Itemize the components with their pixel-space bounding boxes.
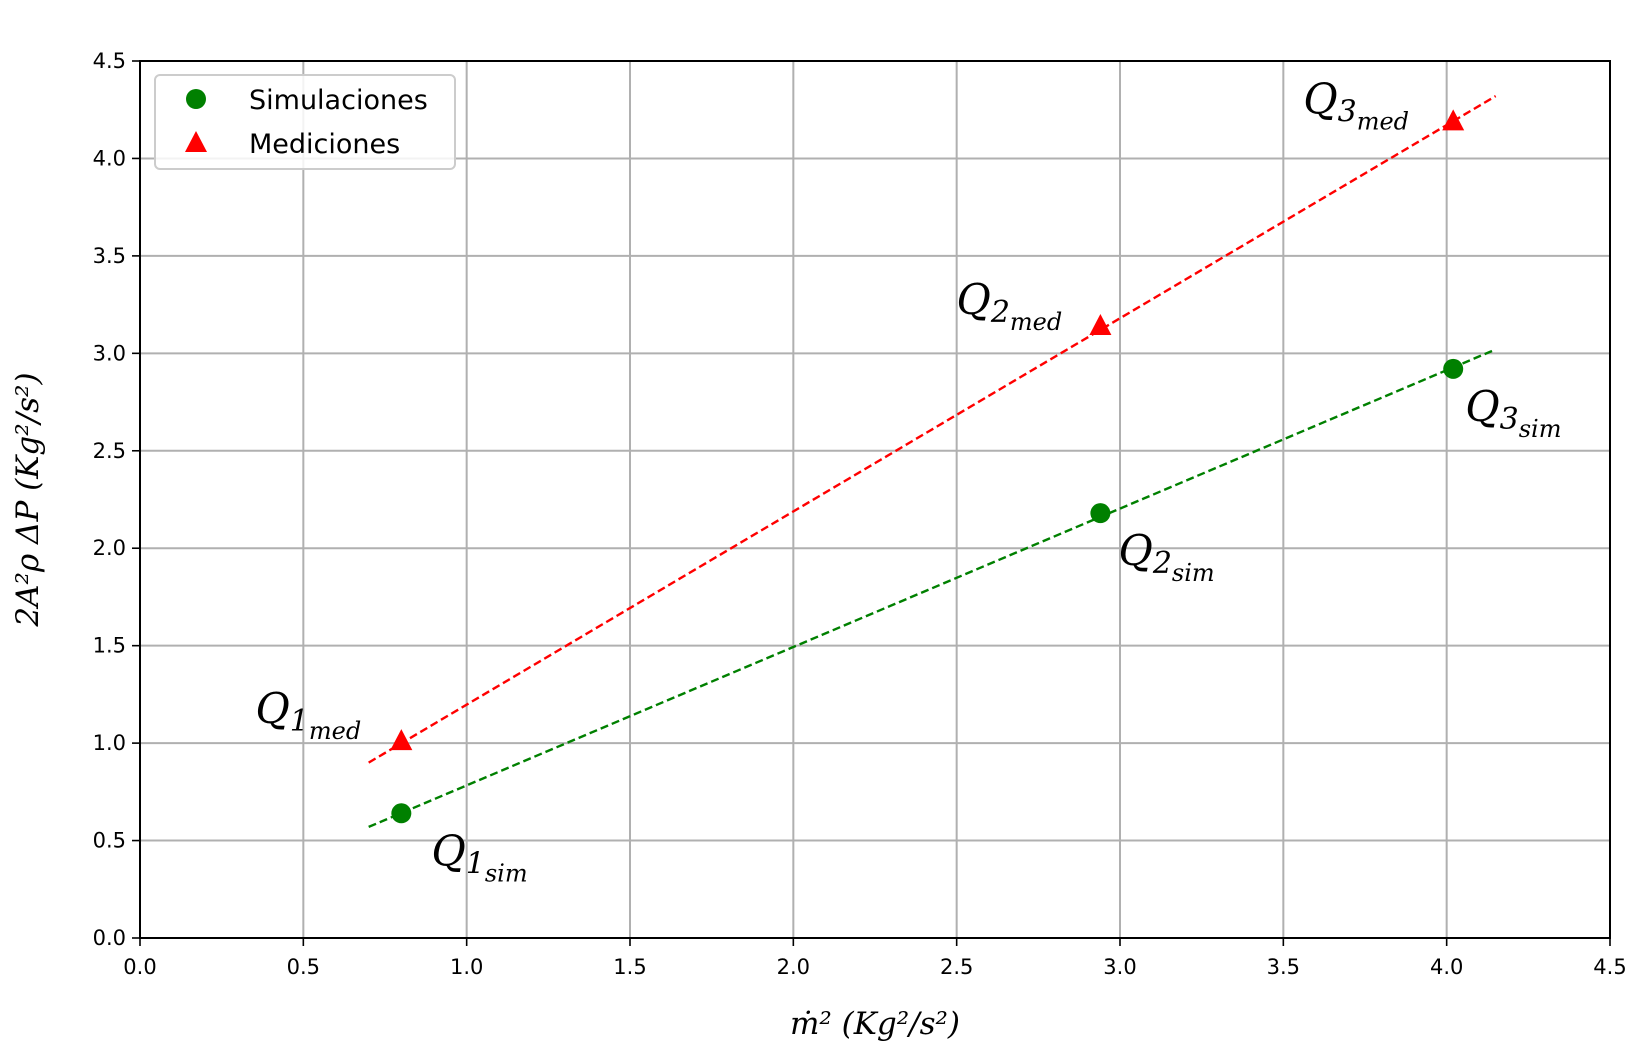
legend: Simulaciones Mediciones xyxy=(154,74,456,170)
data-point xyxy=(390,729,413,751)
label-base: Q xyxy=(1303,74,1337,123)
label-base: Q xyxy=(956,275,990,324)
label-index: 2 xyxy=(990,295,1010,330)
label-index: 1 xyxy=(290,704,309,739)
data-point xyxy=(1089,314,1112,336)
point-label: Q1med xyxy=(255,684,361,745)
y-tick-label: 2.0 xyxy=(93,536,126,560)
point-label: Q2med xyxy=(956,275,1062,336)
legend-entry-label: Mediciones xyxy=(249,129,400,160)
label-base: Q xyxy=(1465,382,1499,431)
y-axis-label: 2A²ρ ΔP (Kg²/s²) xyxy=(10,372,46,627)
data-points xyxy=(390,109,1465,824)
label-subscript: med xyxy=(1357,107,1409,135)
data-point xyxy=(1442,109,1465,131)
label-base: Q xyxy=(1118,526,1152,575)
data-point xyxy=(1090,503,1111,524)
y-tick-label: 4.5 xyxy=(93,49,126,73)
point-label: Q1sim xyxy=(431,826,527,887)
x-tick-label: 3.5 xyxy=(1267,955,1300,979)
fit-lines xyxy=(368,95,1497,829)
x-tick-label: 3.0 xyxy=(1103,955,1136,979)
label-subscript: sim xyxy=(485,859,528,887)
label-base: Q xyxy=(255,684,289,733)
y-tick-label: 4.0 xyxy=(93,146,126,170)
x-tick-label: 1.0 xyxy=(450,955,483,979)
data-point xyxy=(391,803,412,824)
label-subscript: sim xyxy=(1519,415,1562,443)
label-subscript: med xyxy=(309,717,361,745)
x-axis-label: ṁ² (Kg²/s²) xyxy=(790,1006,960,1042)
x-tick-label: 2.5 xyxy=(940,955,973,979)
label-index: 3 xyxy=(1500,402,1519,437)
legend-box xyxy=(154,74,456,170)
y-tick-label: 2.5 xyxy=(93,439,126,463)
y-tick-label: 1.5 xyxy=(93,634,126,658)
label-index: 3 xyxy=(1338,94,1357,129)
y-tick-label: 0.0 xyxy=(93,926,126,950)
y-tick-label: 3.5 xyxy=(93,244,126,268)
legend-entry-label: Simulaciones xyxy=(249,85,428,116)
label-index: 2 xyxy=(1152,546,1172,581)
label-subscript: med xyxy=(1010,308,1062,336)
point-label: Q2sim xyxy=(1118,526,1214,587)
grid xyxy=(139,60,1611,939)
y-tick-label: 1.0 xyxy=(93,731,126,755)
plot-frame xyxy=(139,60,1611,939)
label-base: Q xyxy=(431,826,465,875)
x-tick-label: 0.5 xyxy=(287,955,320,979)
point-label: Q3med xyxy=(1303,74,1409,135)
fit-line-mediciones xyxy=(368,95,1497,764)
x-tick-label: 4.5 xyxy=(1593,955,1626,979)
x-tick-label: 4.0 xyxy=(1430,955,1463,979)
x-tick-label: 1.5 xyxy=(613,955,646,979)
label-index: 1 xyxy=(466,846,485,881)
label-subscript: sim xyxy=(1172,559,1215,587)
legend-marker xyxy=(186,89,206,109)
y-tick-label: 3.0 xyxy=(93,341,126,365)
y-tick-label: 0.5 xyxy=(93,829,126,853)
axis-ticks: 0.0 0.5 1.0 1.5 2.0 2.5 3.0 3.5 4.0 4.5 0.0 0.5 1.0 1… xyxy=(93,49,1627,979)
point-label: Q3sim xyxy=(1465,382,1561,443)
fit-line-simulaciones xyxy=(368,348,1497,829)
data-point xyxy=(1443,358,1464,379)
x-tick-label: 0.0 xyxy=(123,955,156,979)
legend-marker xyxy=(185,131,207,152)
x-tick-label: 2.0 xyxy=(777,955,810,979)
